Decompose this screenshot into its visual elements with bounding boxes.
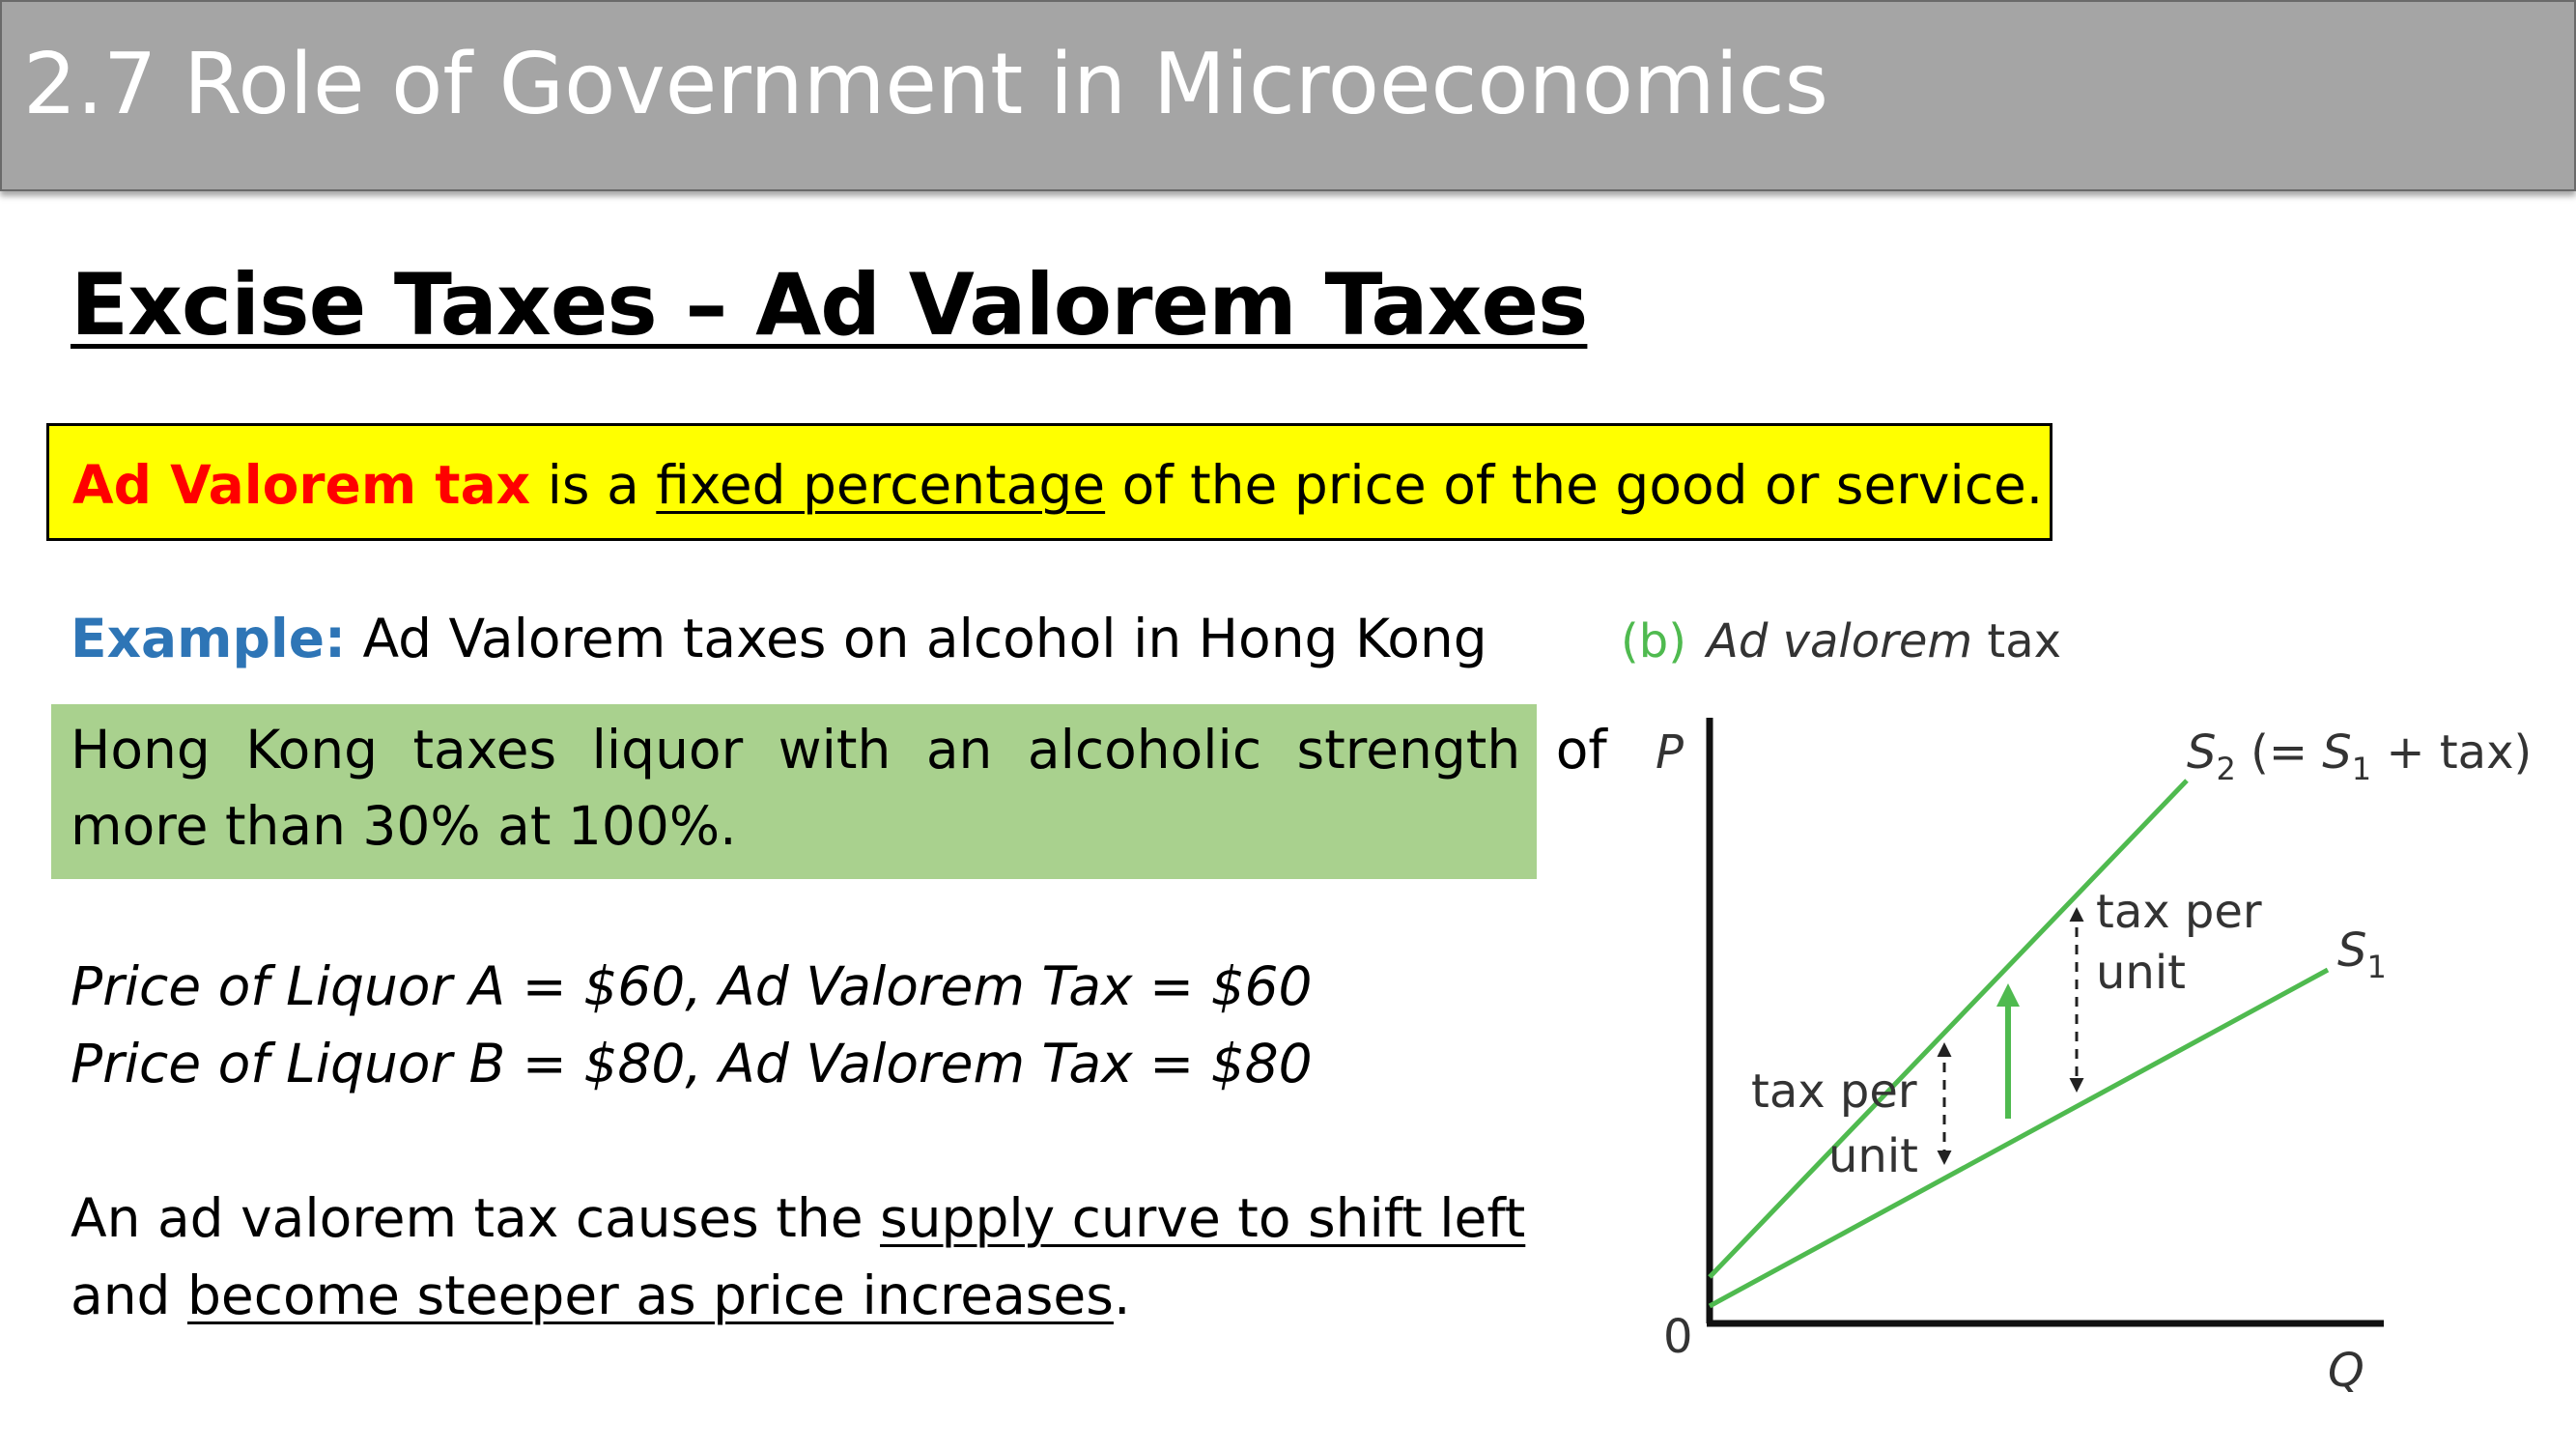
origin-label: 0 [1663, 1310, 1693, 1364]
conclusion-line-1: An ad valorem tax causes the supply curv… [71, 1186, 1525, 1250]
panel-title-rest: tax [1972, 614, 2061, 668]
shift-arrow-head [1996, 983, 2020, 1007]
example-line: Example: Ad Valorem taxes on alcohol in … [71, 607, 1487, 670]
s1-curve [1708, 967, 2330, 1309]
conclusion-l2-pre: and [71, 1264, 187, 1326]
definition-middle: is a [530, 454, 657, 516]
s1-main: S [2337, 923, 2366, 978]
definition-end: of the price of the good or service. [1105, 454, 2044, 516]
y-axis-label: P [1656, 725, 1684, 780]
tax-label-right-1: tax per [2096, 885, 2262, 939]
tax-label-right-2: unit [2096, 946, 2186, 1000]
conclusion-l1-pre: An ad valorem tax causes the [71, 1187, 881, 1249]
s1-sub: 1 [2366, 949, 2386, 985]
s2-sub: 2 [2216, 751, 2235, 787]
conclusion-l2-post: . [1113, 1264, 1131, 1326]
definition-underlined: fixed percentage [656, 454, 1106, 516]
price-line-a: Price of Liquor A = $60, Ad Valorem Tax … [71, 955, 1313, 1017]
s2-paren-open: (= [2236, 725, 2322, 780]
conclusion-l2-underlined: become steeper as price increases [186, 1264, 1114, 1326]
slide-header: 2.7 Role of Government in Microeconomics [0, 0, 2576, 191]
definition-term: Ad Valorem tax [72, 454, 531, 516]
hong-kong-line-1: Hong Kong taxes liquor with an alcoholic… [71, 719, 1607, 781]
tax-label-left-2: unit [1828, 1129, 1918, 1183]
s2-paren-close: + tax) [2371, 725, 2532, 780]
hong-kong-line-2: more than 30% at 100%. [71, 795, 737, 857]
section-title: Excise Taxes – Ad Valorem Taxes [71, 255, 1588, 355]
panel-label: (b) [1621, 614, 1686, 668]
s2-curve [1708, 779, 2189, 1279]
panel-title-italic: Ad valorem [1704, 614, 1972, 668]
price-line-b: Price of Liquor B = $80, Ad Valorem Tax … [71, 1033, 1313, 1094]
x-axis-label: Q [2328, 1344, 2364, 1398]
s1-label: S1 [2337, 923, 2387, 985]
ad-valorem-tax-diagram: (b) Ad valorem tax P Q 0 S2 (= S1 + tax)… [1621, 614, 2532, 1398]
definition-text: Ad Valorem tax is a fixed percentage of … [72, 453, 2043, 517]
tax-label-left-1: tax per [1751, 1065, 1917, 1119]
conclusion-l1-underlined: supply curve to shift left [880, 1187, 1526, 1249]
s2-s1-main: S [2322, 725, 2351, 780]
hong-kong-box: Hong Kong taxes liquor with an alcoholic… [51, 704, 1607, 879]
example-text: Ad Valorem taxes on alcohol in Hong Kong [346, 608, 1487, 669]
s2-main: S [2187, 725, 2216, 780]
definition-box: Ad Valorem tax is a fixed percentage of … [46, 423, 2052, 541]
header-title: 2.7 Role of Government in Microeconomics [23, 35, 1829, 133]
conclusion-line-2: and become steeper as price increases. [71, 1264, 1130, 1327]
panel-title: Ad valorem tax [1704, 614, 2061, 668]
example-label: Example: [71, 608, 346, 669]
s2-s1-sub: 1 [2352, 751, 2371, 787]
s2-label: S2 (= S1 + tax) [2187, 725, 2532, 787]
